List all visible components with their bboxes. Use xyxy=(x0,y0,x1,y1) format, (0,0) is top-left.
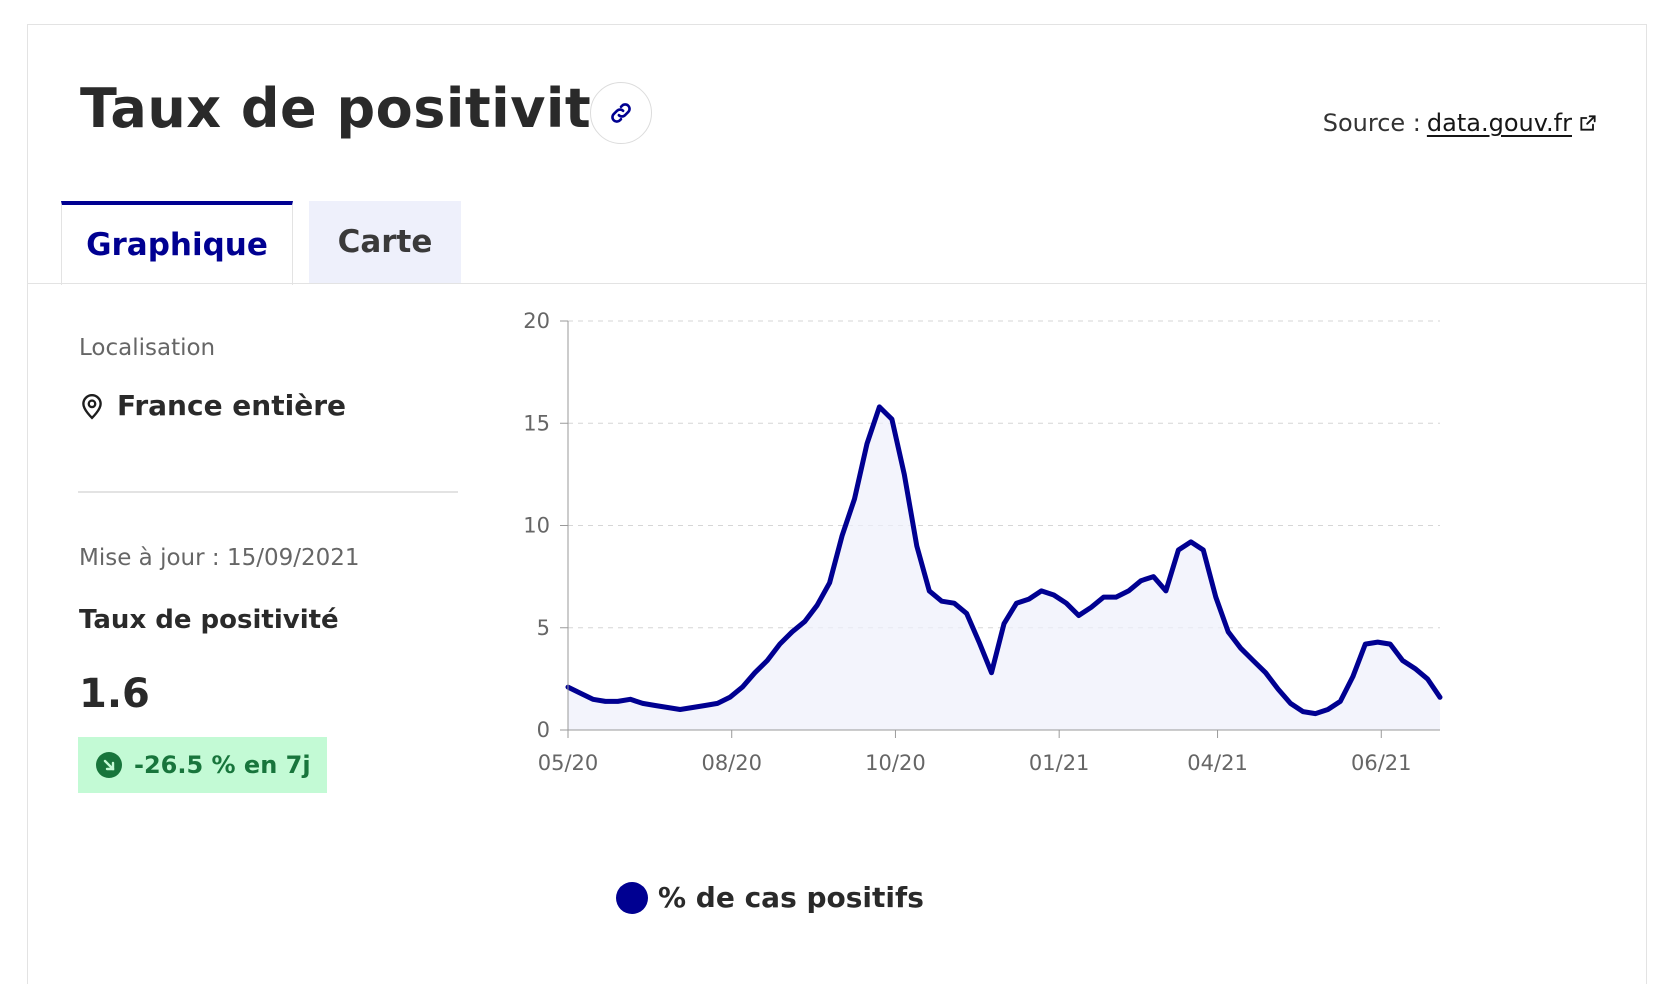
tab-carte[interactable]: Carte xyxy=(309,201,461,283)
source-attribution: Source : data.gouv.fr xyxy=(1323,109,1598,137)
metric-label: Taux de positivité xyxy=(79,605,339,635)
x-tick-label: 08/20 xyxy=(701,751,762,775)
source-link[interactable]: data.gouv.fr xyxy=(1426,109,1572,137)
location-label: Localisation xyxy=(79,335,216,361)
y-tick-label: 20 xyxy=(523,309,550,333)
indicator-card: Taux de positivité Source : data.gouv.fr… xyxy=(27,24,1647,984)
x-tick-label: 01/21 xyxy=(1029,751,1090,775)
location-value: France entière xyxy=(117,389,347,422)
y-tick-label: 0 xyxy=(537,718,550,742)
sidebar-divider xyxy=(78,491,458,493)
series-area xyxy=(568,406,1440,730)
page-title: Taux de positivité xyxy=(80,77,629,140)
map-pin-icon xyxy=(82,393,102,419)
update-date: Mise à jour : 15/09/2021 xyxy=(79,545,360,571)
metric-value: 1.6 xyxy=(79,671,150,717)
source-prefix: Source : xyxy=(1322,109,1421,137)
x-tick-label: 04/21 xyxy=(1187,751,1248,775)
y-tick-label: 5 xyxy=(537,616,550,640)
x-tick-label: 05/20 xyxy=(538,751,599,775)
tab-graphique[interactable]: Graphique xyxy=(61,201,293,285)
x-tick-label: 10/20 xyxy=(865,751,926,775)
chart-legend: % de cas positifs xyxy=(616,881,924,914)
location-selector[interactable]: France entière xyxy=(79,389,346,422)
y-tick-label: 15 xyxy=(523,411,550,435)
x-tick-label: 06/21 xyxy=(1351,751,1412,775)
arrow-down-right-icon xyxy=(96,752,122,778)
trend-text: -26.5 % en 7j xyxy=(134,751,311,779)
external-link-icon[interactable] xyxy=(1578,113,1598,133)
view-tabs: Graphique Carte xyxy=(61,201,461,285)
legend-label: % de cas positifs xyxy=(658,881,924,914)
copy-link-button[interactable] xyxy=(590,82,652,144)
legend-marker xyxy=(616,881,648,914)
y-tick-label: 10 xyxy=(523,514,550,538)
series-line xyxy=(565,404,1443,717)
link-icon xyxy=(611,103,631,123)
tabs-divider xyxy=(28,283,1646,284)
positivity-chart: 0 5 10 15 20 05/20 08/20 10/20 01/21 04/21 06/21 xyxy=(523,309,1443,775)
trend-badge: -26.5 % en 7j xyxy=(78,737,327,793)
